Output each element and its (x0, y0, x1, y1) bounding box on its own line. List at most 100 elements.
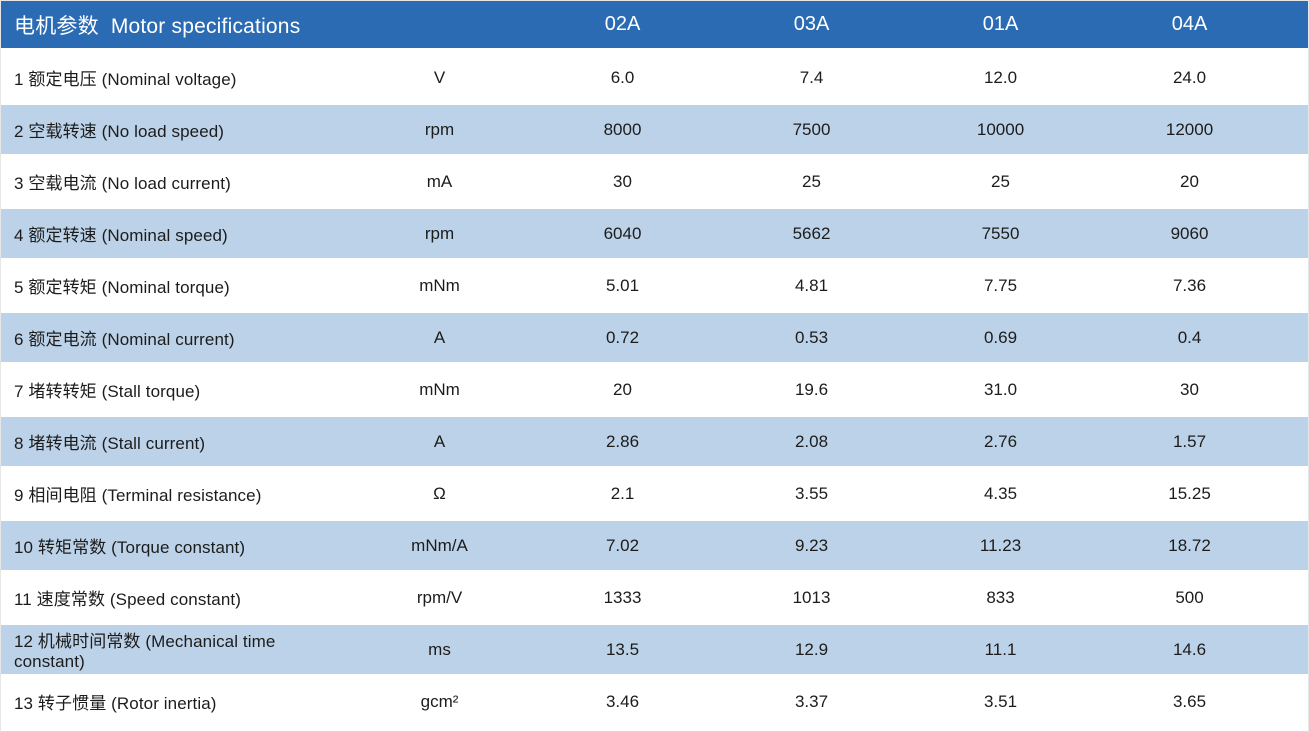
param-cell: 7 堵转转矩 (Stall torque) (1, 365, 351, 417)
table-row: 1 额定电压 (Nominal voltage) V 6.0 7.4 12.0 … (1, 53, 1308, 105)
table-row: 4 额定转速 (Nominal speed) rpm 6040 5662 755… (1, 209, 1308, 261)
table-title: 电机参数 Motor specifications (1, 1, 529, 53)
value-cell: 0.72 (528, 313, 718, 365)
row-spacer (1284, 209, 1308, 261)
table-row: 10 转矩常数 (Torque constant) mNm/A 7.02 9.2… (1, 521, 1308, 573)
value-cell: 20 (528, 365, 718, 417)
unit-cell: rpm/V (351, 573, 529, 625)
value-cell: 2.1 (528, 469, 718, 521)
row-spacer (1284, 53, 1308, 105)
value-cell: 1013 (717, 573, 907, 625)
value-cell: 14.6 (1095, 625, 1285, 677)
value-cell: 0.4 (1095, 313, 1285, 365)
param-cell: 5 额定转矩 (Nominal torque) (1, 261, 351, 313)
unit-cell: A (351, 417, 529, 469)
table-row: 3 空载电流 (No load current) mA 30 25 25 20 (1, 157, 1308, 209)
value-cell: 7500 (717, 105, 907, 157)
value-cell: 25 (906, 157, 1096, 209)
param-cell: 3 空载电流 (No load current) (1, 157, 351, 209)
value-cell: 15.25 (1095, 469, 1285, 521)
value-cell: 5.01 (528, 261, 718, 313)
value-cell: 10000 (906, 105, 1096, 157)
row-spacer (1284, 417, 1308, 469)
value-cell: 4.35 (906, 469, 1096, 521)
value-cell: 13.5 (528, 625, 718, 677)
value-cell: 25 (717, 157, 907, 209)
param-cell: 10 转矩常数 (Torque constant) (1, 521, 351, 573)
table-title-en: Motor specifications (110, 14, 301, 38)
value-cell: 8000 (528, 105, 718, 157)
table-row: 2 空载转速 (No load speed) rpm 8000 7500 100… (1, 105, 1308, 157)
value-cell: 3.65 (1095, 677, 1285, 729)
table-row: 13 转子惯量 (Rotor inertia) gcm² 3.46 3.37 3… (1, 677, 1308, 729)
table-row: 5 额定转矩 (Nominal torque) mNm 5.01 4.81 7.… (1, 261, 1308, 313)
row-spacer (1284, 157, 1308, 209)
value-cell: 9060 (1095, 209, 1285, 261)
param-cell: 12 机械时间常数 (Mechanical time constant) (1, 625, 351, 677)
value-cell: 3.55 (717, 469, 907, 521)
value-cell: 30 (1095, 365, 1285, 417)
value-cell: 3.37 (717, 677, 907, 729)
param-cell: 13 转子惯量 (Rotor inertia) (1, 677, 351, 729)
param-cell: 8 堵转电流 (Stall current) (1, 417, 351, 469)
param-cell: 2 空载转速 (No load speed) (1, 105, 351, 157)
value-cell: 2.86 (528, 417, 718, 469)
value-cell: 12.9 (717, 625, 907, 677)
column-header-01a: 01A (906, 1, 1096, 53)
param-cell: 9 相间电阻 (Terminal resistance) (1, 469, 351, 521)
value-cell: 3.46 (528, 677, 718, 729)
header-spacer (1284, 1, 1308, 53)
table-row: 12 机械时间常数 (Mechanical time constant) ms … (1, 625, 1308, 677)
table-row: 9 相间电阻 (Terminal resistance) Ω 2.1 3.55 … (1, 469, 1308, 521)
value-cell: 12000 (1095, 105, 1285, 157)
table-title-zh: 电机参数 (14, 14, 99, 38)
column-header-03a: 03A (717, 1, 907, 53)
table-header: 电机参数 Motor specifications 02A 03A 01A 04A (1, 1, 1308, 53)
row-spacer (1284, 261, 1308, 313)
value-cell: 1333 (528, 573, 718, 625)
row-spacer (1284, 105, 1308, 157)
row-spacer (1284, 521, 1308, 573)
param-cell: 4 额定转速 (Nominal speed) (1, 209, 351, 261)
value-cell: 5662 (717, 209, 907, 261)
value-cell: 7550 (906, 209, 1096, 261)
value-cell: 9.23 (717, 521, 907, 573)
table-row: 7 堵转转矩 (Stall torque) mNm 20 19.6 31.0 3… (1, 365, 1308, 417)
unit-cell: mNm (351, 261, 529, 313)
value-cell: 6.0 (528, 53, 718, 105)
unit-cell: rpm (351, 209, 529, 261)
value-cell: 2.76 (906, 417, 1096, 469)
param-cell: 6 额定电流 (Nominal current) (1, 313, 351, 365)
value-cell: 1.57 (1095, 417, 1285, 469)
value-cell: 0.69 (906, 313, 1096, 365)
table-row: 8 堵转电流 (Stall current) A 2.86 2.08 2.76 … (1, 417, 1308, 469)
unit-cell: ms (351, 625, 529, 677)
row-spacer (1284, 625, 1308, 677)
value-cell: 31.0 (906, 365, 1096, 417)
value-cell: 833 (906, 573, 1096, 625)
header-row: 电机参数 Motor specifications 02A 03A 01A 04A (1, 1, 1308, 53)
value-cell: 500 (1095, 573, 1285, 625)
row-spacer (1284, 677, 1308, 729)
value-cell: 7.02 (528, 521, 718, 573)
unit-cell: mNm/A (351, 521, 529, 573)
value-cell: 24.0 (1095, 53, 1285, 105)
value-cell: 20 (1095, 157, 1285, 209)
value-cell: 18.72 (1095, 521, 1285, 573)
value-cell: 7.4 (717, 53, 907, 105)
column-header-04a: 04A (1095, 1, 1285, 53)
value-cell: 30 (528, 157, 718, 209)
value-cell: 3.51 (906, 677, 1096, 729)
param-cell: 11 速度常数 (Speed constant) (1, 573, 351, 625)
row-spacer (1284, 313, 1308, 365)
row-spacer (1284, 365, 1308, 417)
value-cell: 7.36 (1095, 261, 1285, 313)
unit-cell: V (351, 53, 529, 105)
row-spacer (1284, 469, 1308, 521)
unit-cell: gcm² (351, 677, 529, 729)
value-cell: 4.81 (717, 261, 907, 313)
value-cell: 11.23 (906, 521, 1096, 573)
value-cell: 6040 (528, 209, 718, 261)
